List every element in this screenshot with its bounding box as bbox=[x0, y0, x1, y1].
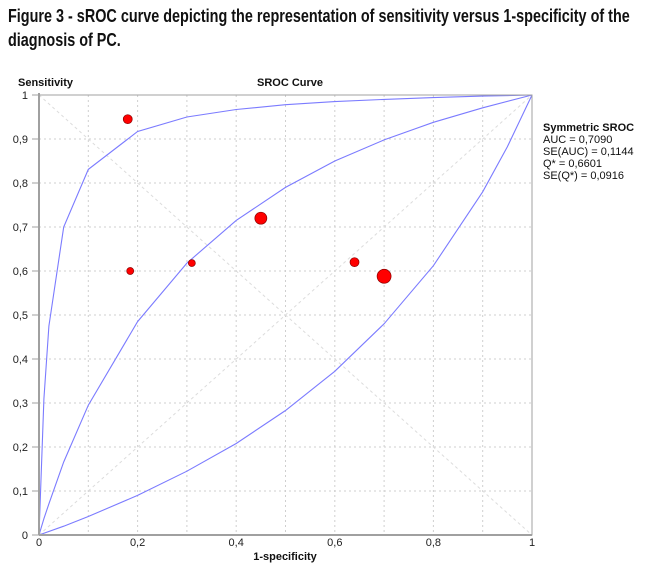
axes bbox=[32, 93, 533, 536]
figure-title: Figure 3 - sROC curve depicting the repr… bbox=[8, 6, 630, 50]
legend: Symmetric SROC AUC = 0,7090 SE(AUC) = 0,… bbox=[543, 122, 634, 182]
chart-title: SROC Curve bbox=[257, 77, 323, 89]
x-tick-label: 0 bbox=[36, 537, 42, 549]
y-tick-label: 0,6 bbox=[13, 266, 28, 278]
x-tick-label: 0,8 bbox=[426, 537, 441, 549]
x-tick-labels: 0 0,2 0,4 0,6 0,8 1 bbox=[36, 537, 535, 549]
x-tick-label: 0,2 bbox=[130, 537, 145, 549]
study-points bbox=[122, 114, 392, 284]
sroc-curve bbox=[38, 94, 533, 536]
legend-se-q-star: SE(Q*) = 0,0916 bbox=[543, 170, 624, 182]
sroc-curves bbox=[38, 94, 533, 536]
diagonal-line bbox=[38, 94, 533, 536]
y-tick-label: 0,5 bbox=[13, 310, 28, 322]
y-tick-label: 0,7 bbox=[13, 222, 28, 234]
y-tick-label: 0,4 bbox=[13, 354, 28, 366]
y-tick-label: 0,9 bbox=[13, 134, 28, 146]
study-point bbox=[187, 259, 196, 267]
study-point bbox=[254, 211, 268, 225]
sroc-curve bbox=[38, 94, 533, 536]
y-tick-label: 0,2 bbox=[13, 442, 28, 454]
legend-q-star: Q* = 0,6601 bbox=[543, 158, 602, 170]
study-point bbox=[349, 257, 360, 268]
sroc-curve bbox=[38, 94, 533, 536]
y-axis-label: Sensitivity bbox=[18, 77, 74, 89]
y-tick-label: 0,1 bbox=[13, 486, 28, 498]
y-tick-label: 1 bbox=[22, 90, 28, 102]
legend-se-auc: SE(AUC) = 0,1144 bbox=[543, 146, 634, 158]
grid bbox=[39, 95, 532, 535]
reference-diagonals bbox=[38, 94, 533, 536]
y-tick-labels: 0 0,1 0,2 0,3 0,4 0,5 0,6 0,7 0,8 0,9 1 bbox=[13, 90, 28, 542]
y-tick-label: 0,3 bbox=[13, 398, 28, 410]
legend-auc: AUC = 0,7090 bbox=[543, 134, 612, 146]
x-tick-label: 0,6 bbox=[327, 537, 342, 549]
study-point bbox=[376, 268, 392, 284]
x-axis-label: 1-specificity bbox=[253, 551, 317, 563]
x-tick-label: 1 bbox=[529, 537, 535, 549]
study-point bbox=[122, 114, 133, 125]
study-point bbox=[126, 267, 135, 275]
x-tick-label: 0,4 bbox=[229, 537, 244, 549]
y-tick-label: 0,8 bbox=[13, 178, 28, 190]
legend-title: Symmetric SROC bbox=[543, 122, 634, 134]
y-tick-label: 0 bbox=[22, 530, 28, 542]
